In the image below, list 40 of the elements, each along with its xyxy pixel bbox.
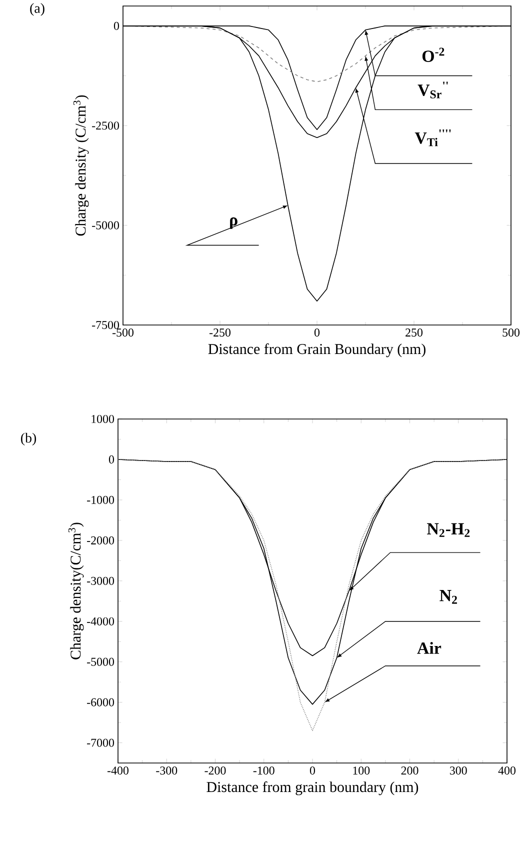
y-tick-label: 0	[108, 455, 114, 464]
x-tick-label: -500	[112, 328, 134, 337]
x-tick-label: 200	[401, 766, 418, 775]
y-tick-label: -1000	[87, 496, 114, 504]
chart-title: (a)	[30, 3, 44, 16]
annotation: N$_{2}$	[440, 590, 457, 604]
y-tick-label: -2000	[87, 536, 114, 544]
x-tick-label: 300	[450, 766, 467, 775]
y-tick-label: -2500	[92, 122, 120, 130]
y-tick-label: 1000	[92, 414, 114, 424]
x-tick-label: 0	[314, 328, 320, 337]
y-axis-title: Charge density(C/cm$^{3}$)	[68, 522, 84, 660]
annotation: V$_{Ti}$''''	[414, 130, 451, 146]
y-tick-label: -7500	[92, 320, 120, 330]
y-tick-label: -7000	[87, 738, 114, 747]
y-tick-label: -5000	[92, 221, 120, 230]
x-tick-label: 400	[498, 766, 516, 775]
y-tick-label: -4000	[87, 617, 114, 626]
annotation: N$_{2}$-H$_{2}$	[427, 523, 470, 537]
y-tick-label: 0	[114, 22, 120, 30]
x-tick-label: 250	[406, 328, 423, 337]
annotation: Air	[417, 642, 442, 654]
x-tick-label: -400	[107, 766, 128, 775]
text: (b)	[20, 432, 36, 446]
y-tick-label: -6000	[87, 698, 114, 706]
y-axis-title: Charge density (C/cm$^{3}$)	[73, 95, 89, 236]
annotation: V$_{Sr}$''	[418, 82, 448, 98]
annotation: O$^{-2}$	[422, 48, 444, 62]
y-tick-label: -5000	[87, 658, 114, 666]
annotation: ρ	[230, 217, 238, 229]
x-axis-title: Distance from Grain Boundary (nm)	[208, 343, 426, 358]
x-tick-label: 100	[353, 766, 370, 775]
x-tick-label: -250	[209, 328, 230, 337]
x-tick-label: 500	[502, 328, 520, 337]
x-tick-label: -300	[156, 766, 178, 775]
x-tick-label: -100	[253, 766, 274, 775]
x-tick-label: 0	[310, 766, 316, 775]
y-tick-label: -3000	[87, 576, 114, 585]
x-axis-title: Distance from grain boundary (nm)	[206, 781, 418, 796]
x-tick-label: -200	[204, 766, 226, 775]
